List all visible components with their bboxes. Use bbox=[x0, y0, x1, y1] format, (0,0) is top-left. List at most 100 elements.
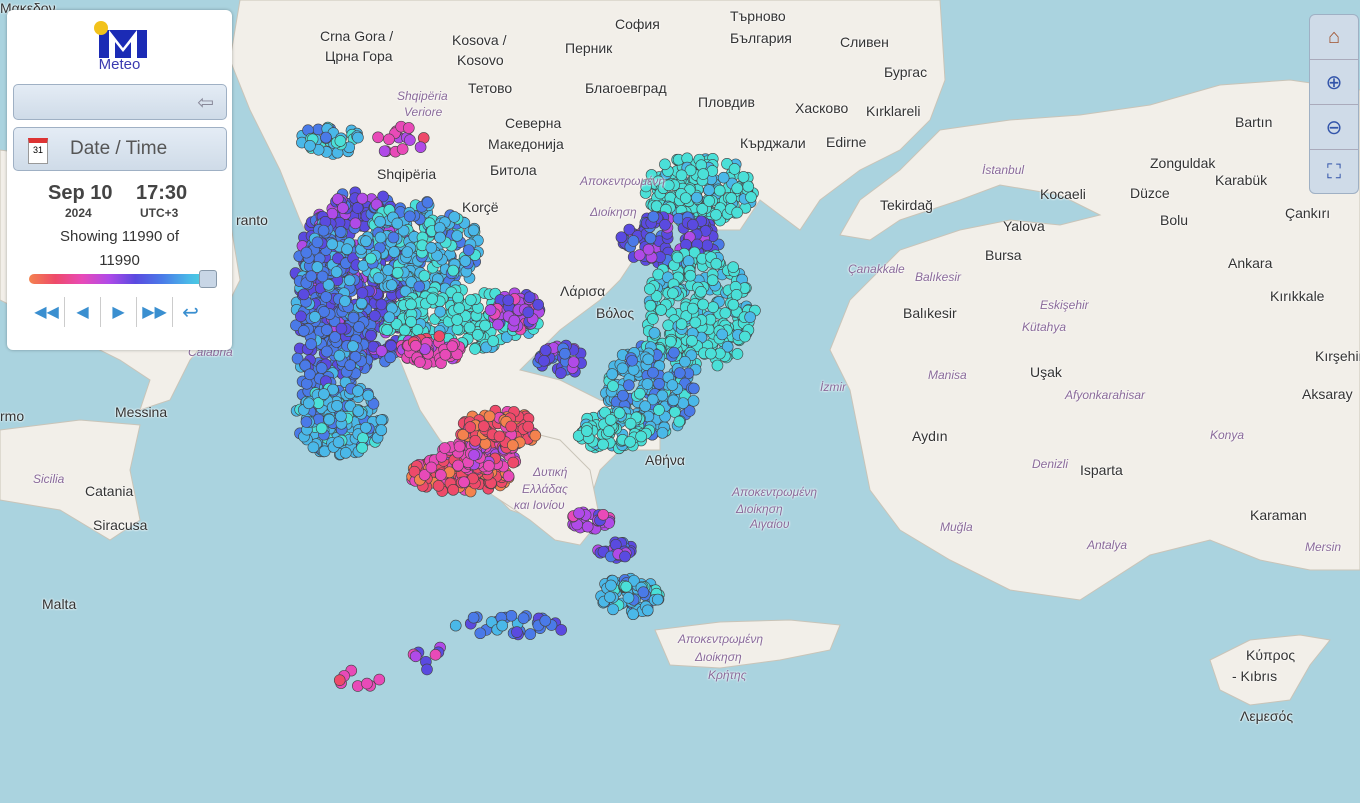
last-button[interactable]: ▶▶ bbox=[137, 297, 173, 327]
lightning-strike bbox=[607, 603, 619, 616]
lightning-strike bbox=[318, 388, 330, 400]
place-label: Tekirdağ bbox=[880, 197, 933, 213]
lightning-strike bbox=[605, 579, 617, 592]
lightning-strike bbox=[603, 425, 615, 438]
lightning-strike bbox=[502, 294, 515, 307]
lightning-strike bbox=[448, 211, 461, 223]
lightning-strike bbox=[647, 210, 660, 223]
lightning-strike bbox=[453, 440, 466, 453]
lightning-strike bbox=[653, 378, 665, 390]
lightning-strike bbox=[573, 507, 585, 520]
lightning-strike bbox=[522, 420, 535, 433]
lightning-strike bbox=[671, 251, 684, 264]
lightning-strike bbox=[341, 243, 353, 255]
lightning-strike bbox=[727, 261, 739, 274]
lightning-strike bbox=[334, 226, 347, 238]
lightning-strike bbox=[360, 235, 372, 248]
fullscreen-icon: ⛶ bbox=[1327, 160, 1341, 183]
lightning-strike bbox=[418, 469, 431, 481]
previous-button[interactable]: ◀ bbox=[65, 297, 101, 327]
lightning-strike bbox=[505, 420, 517, 433]
lightning-strike bbox=[691, 191, 703, 204]
lightning-strike bbox=[343, 274, 356, 287]
lightning-strike bbox=[449, 619, 462, 632]
lightning-strike bbox=[597, 438, 609, 451]
lightning-strike bbox=[739, 330, 751, 343]
lightning-strike bbox=[318, 306, 330, 318]
showing-text: Showing 11990 of bbox=[60, 228, 179, 245]
place-label: Antalya bbox=[1087, 538, 1128, 552]
first-button[interactable]: ◀◀ bbox=[29, 297, 65, 327]
time: 17:30 bbox=[136, 182, 188, 204]
lightning-strike bbox=[472, 328, 484, 341]
lightning-strike bbox=[352, 131, 364, 144]
lightning-strike bbox=[627, 235, 640, 247]
lightning-strike bbox=[304, 368, 316, 381]
lightning-strike bbox=[434, 231, 446, 244]
lightning-strike bbox=[508, 314, 521, 327]
lightning-strike bbox=[418, 270, 431, 282]
lightning-strike bbox=[391, 266, 404, 279]
lightning-strike bbox=[744, 311, 756, 323]
zoom-in-button[interactable]: ⊕ bbox=[1310, 60, 1358, 105]
lightning-strike bbox=[644, 283, 656, 295]
lightning-strike bbox=[522, 306, 535, 319]
lightning-strike bbox=[696, 203, 709, 215]
place-label: Македонија bbox=[488, 136, 564, 152]
place-label: Kosova / bbox=[452, 32, 507, 48]
lightning-strike bbox=[439, 348, 452, 361]
lightning-strike bbox=[604, 414, 617, 426]
lightning-strike bbox=[644, 232, 657, 244]
place-label: България bbox=[730, 30, 792, 46]
time-slider[interactable] bbox=[29, 270, 217, 288]
lightning-strike bbox=[532, 298, 544, 311]
lightning-strike bbox=[668, 346, 680, 359]
lightning-strike bbox=[675, 169, 688, 182]
lightning-strike bbox=[349, 351, 362, 363]
lightning-strike bbox=[483, 410, 496, 423]
lightning-strike bbox=[539, 614, 552, 627]
datetime-header[interactable]: 31 Date / Time bbox=[13, 127, 227, 171]
lightning-strike bbox=[686, 335, 698, 347]
zoom-out-button[interactable]: ⊖ bbox=[1310, 105, 1358, 150]
home-button[interactable]: ⌂ bbox=[1310, 15, 1358, 60]
lightning-strike bbox=[426, 293, 438, 305]
place-label: Βόλος bbox=[596, 305, 635, 321]
collapse-bar[interactable]: ⇦ bbox=[13, 84, 227, 120]
place-label: Shqipëria bbox=[377, 166, 437, 182]
lightning-strike bbox=[446, 340, 459, 352]
lightning-strike bbox=[453, 302, 465, 314]
lightning-strike bbox=[727, 298, 740, 311]
next-button[interactable]: ▶ bbox=[101, 297, 137, 327]
sicily-land bbox=[0, 419, 141, 541]
previous-icon: ◀ bbox=[76, 304, 89, 321]
lightning-strike bbox=[647, 313, 659, 325]
lightning-strike bbox=[479, 437, 492, 450]
lightning-strike bbox=[372, 272, 385, 284]
lightning-strike bbox=[375, 414, 388, 426]
slider-handle[interactable] bbox=[199, 270, 217, 288]
home-icon: ⌂ bbox=[1327, 25, 1341, 48]
place-label: Ankara bbox=[1228, 255, 1273, 271]
lightning-strike bbox=[697, 298, 709, 311]
lightning-strike bbox=[464, 421, 477, 433]
lightning-strike bbox=[617, 389, 629, 402]
reset-button[interactable]: ↩ bbox=[173, 297, 208, 327]
crete-land bbox=[654, 619, 841, 669]
lightning-strike bbox=[555, 367, 567, 379]
lightning-strike bbox=[474, 627, 487, 640]
lightning-strike bbox=[311, 261, 324, 273]
lightning-strike bbox=[492, 318, 504, 331]
lightning-strike bbox=[355, 297, 368, 310]
lightning-strike bbox=[710, 208, 722, 221]
lightning-strike bbox=[388, 246, 400, 258]
place-label: Северна bbox=[505, 115, 562, 131]
datetime-label: Date / Time bbox=[70, 138, 168, 159]
lightning-strike bbox=[604, 591, 616, 603]
lightning-strike bbox=[703, 184, 715, 196]
arrow-left-icon[interactable]: ⇦ bbox=[197, 92, 214, 114]
fullscreen-button[interactable]: ⛶ bbox=[1310, 150, 1358, 194]
calendar-icon: 31 bbox=[28, 138, 48, 164]
lightning-strike bbox=[439, 442, 451, 454]
lightning-strike bbox=[469, 434, 482, 447]
